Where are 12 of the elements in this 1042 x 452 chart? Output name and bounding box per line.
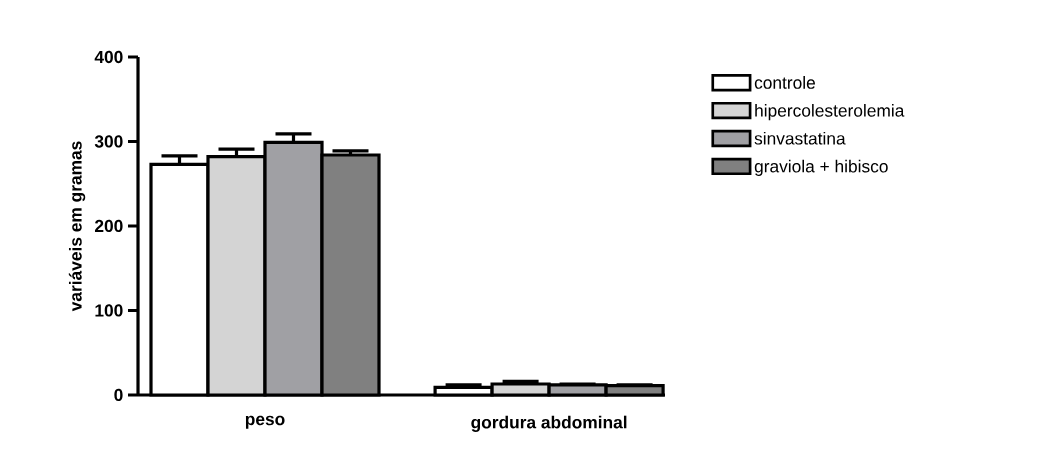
x-tick-label: peso [245,415,285,429]
legend-label: graviola + hibisco [754,159,888,176]
y-tick-label: 0 [114,388,123,402]
y-tick-label: 200 [94,219,123,233]
y-tick-label: 100 [95,304,123,317]
y-tick-label: 400 [94,50,123,64]
legend-label: controle [754,76,815,89]
legend-label: hipercolesterolemia [755,104,905,121]
y-axis-title: variáveis em gramas [68,141,86,312]
y-tick-label: 300 [94,135,123,148]
x-tick-label: gordura abdominal [471,415,627,432]
legend-label: sinvastatina [754,131,846,145]
